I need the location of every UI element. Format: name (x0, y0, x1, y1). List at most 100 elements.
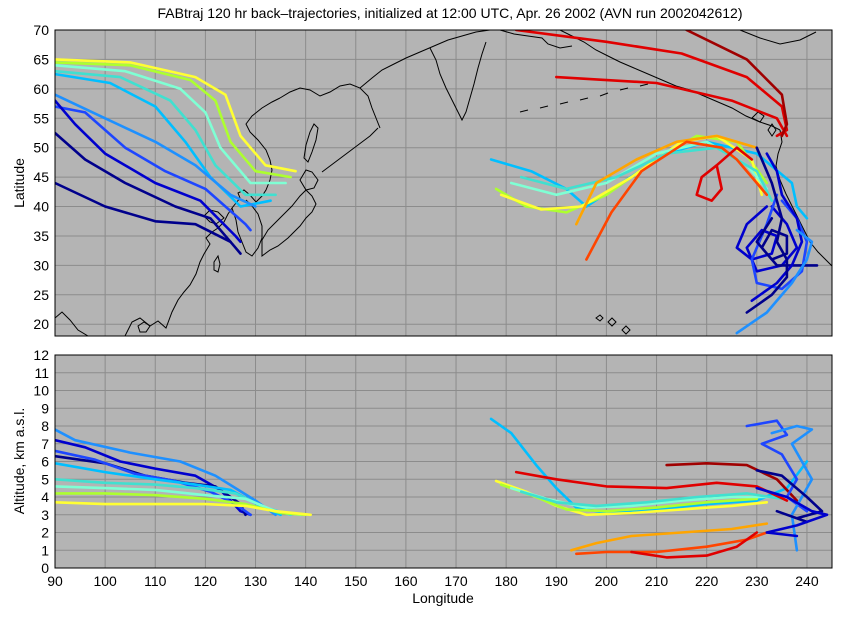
x-tick-label-210: 210 (645, 573, 669, 589)
korea-coastline (231, 199, 263, 257)
x-tick-label-120: 120 (194, 573, 218, 589)
map-trajectory-18 (554, 75, 789, 138)
alt-trajectory-14 (569, 522, 769, 552)
x-tick-label-200: 200 (595, 573, 619, 589)
japan-coastline (261, 189, 317, 257)
map-y-tick-label-25: 25 (33, 287, 49, 303)
alt-y-tick-label-1: 1 (41, 542, 49, 558)
map-y-tick-label-35: 35 (33, 228, 49, 244)
alt-y-tick-label-0: 0 (41, 560, 49, 576)
bering-coastline (499, 30, 573, 49)
x-tick-label-130: 130 (244, 573, 268, 589)
map-trajectory-26 (745, 146, 789, 314)
alt-trajectory-20 (770, 424, 814, 552)
okhotsk-coastline (279, 83, 381, 129)
alt-y-tick-label-3: 3 (41, 507, 49, 523)
coastline-map (55, 30, 832, 336)
alt-trajectory-8 (55, 500, 313, 517)
alt-y-tick-label-12: 12 (33, 347, 49, 363)
map-trajectory-21 (735, 205, 799, 273)
kamchatka-coastline (429, 41, 487, 122)
map-trajectory-4 (55, 72, 272, 208)
map-y-tick-label-30: 30 (33, 257, 49, 273)
map-trajectory-1 (55, 61, 292, 179)
alt-trajectory-22 (755, 486, 829, 538)
map-trajectory-19 (685, 30, 789, 138)
gulf-of-alaska-islands (751, 111, 777, 137)
alt-y-tick-label-8: 8 (41, 418, 49, 434)
alt-y-tick-label-7: 7 (41, 436, 49, 452)
map-trajectory-5 (55, 93, 257, 208)
map-trajectory-25 (735, 228, 814, 335)
altitude-gridlines (54, 354, 832, 569)
alt-trajectory-17 (514, 470, 789, 502)
kuril-islands (321, 127, 379, 173)
map-trajectory-9 (55, 181, 232, 244)
alt-trajectory-19 (745, 419, 809, 513)
x-tick-label-230: 230 (745, 573, 769, 589)
map-y-tick-label-55: 55 (33, 110, 49, 126)
x-tick-label-140: 140 (294, 573, 318, 589)
x-tick-label-170: 170 (444, 573, 468, 589)
map-y-tick-label-70: 70 (33, 22, 49, 38)
altitude-trajectory-lines (55, 417, 829, 559)
map-trajectory-24 (750, 152, 804, 303)
alt-y-tick-label-2: 2 (41, 525, 49, 541)
map-trajectory-3 (55, 69, 277, 197)
longitude-ticks: 90 100 110 120 130 140 150 160 170 180 190 200 210 22… (47, 573, 819, 589)
alt-y-tick-label-10: 10 (33, 383, 49, 399)
map-trajectory-0 (55, 58, 297, 173)
map-trajectory-17 (514, 30, 789, 138)
map-trajectory-15 (574, 134, 759, 226)
map-y-axis-label: Latitude (11, 158, 27, 208)
x-tick-label-180: 180 (494, 573, 518, 589)
map-y-tick-label-40: 40 (33, 199, 49, 215)
alt-y-tick-label-9: 9 (41, 400, 49, 416)
x-tick-label-240: 240 (795, 573, 819, 589)
alt-trajectory-0 (55, 428, 277, 517)
siberia-coastline (359, 30, 491, 89)
alt-trajectory-21 (755, 469, 824, 524)
hainan-coastline (137, 321, 151, 333)
north-america-coastline (739, 30, 832, 267)
alt-y-tick-label-6: 6 (41, 454, 49, 470)
altitude-panel-frame (54, 354, 833, 569)
x-tick-label-190: 190 (545, 573, 569, 589)
map-panel-frame (54, 29, 833, 337)
alt-trajectory-18 (665, 461, 799, 502)
altitude-y-axis-label: Altitude, km a.s.l. (11, 408, 27, 515)
alaska-coastline (559, 30, 781, 131)
map-y-tick-label-45: 45 (33, 169, 49, 185)
alt-y-tick-label-4: 4 (41, 489, 49, 505)
figure-title: FABtraj 120 hr back–trajectories, initia… (158, 5, 743, 21)
x-tick-label-150: 150 (344, 573, 368, 589)
map-trajectory-2 (55, 64, 287, 185)
aleutian-islands (519, 83, 649, 113)
hokkaido-coastline (299, 169, 319, 191)
latitude-map-panel: 20 25 30 35 40 45 50 55 60 65 70 Latitude (11, 22, 833, 337)
alt-trajectory-16 (630, 531, 759, 559)
map-trajectory-lines (55, 30, 819, 335)
map-y-tick-label-50: 50 (33, 140, 49, 156)
sakhalin-coastline (303, 123, 319, 163)
map-y-tick-label-20: 20 (33, 316, 49, 332)
map-trajectory-20 (695, 146, 754, 202)
alt-trajectory-1 (55, 438, 252, 517)
x-tick-label-110: 110 (144, 573, 167, 589)
map-trajectory-7 (55, 99, 242, 244)
map-trajectory-6 (55, 105, 252, 232)
x-tick-label-220: 220 (695, 573, 719, 589)
alt-y-tick-label-11: 11 (34, 365, 49, 381)
map-y-tick-label-65: 65 (33, 51, 49, 67)
x-tick-label-100: 100 (93, 573, 117, 589)
alt-trajectory-13 (519, 490, 784, 508)
map-trajectory-16 (585, 140, 769, 261)
alt-y-tick-label-5: 5 (41, 471, 49, 487)
map-trajectory-8 (55, 131, 242, 255)
x-axis-label: Longitude (412, 590, 474, 606)
hawaii-islands (595, 314, 631, 335)
map-latitude-ticks: 20 25 30 35 40 45 50 55 60 65 70 (33, 22, 49, 332)
